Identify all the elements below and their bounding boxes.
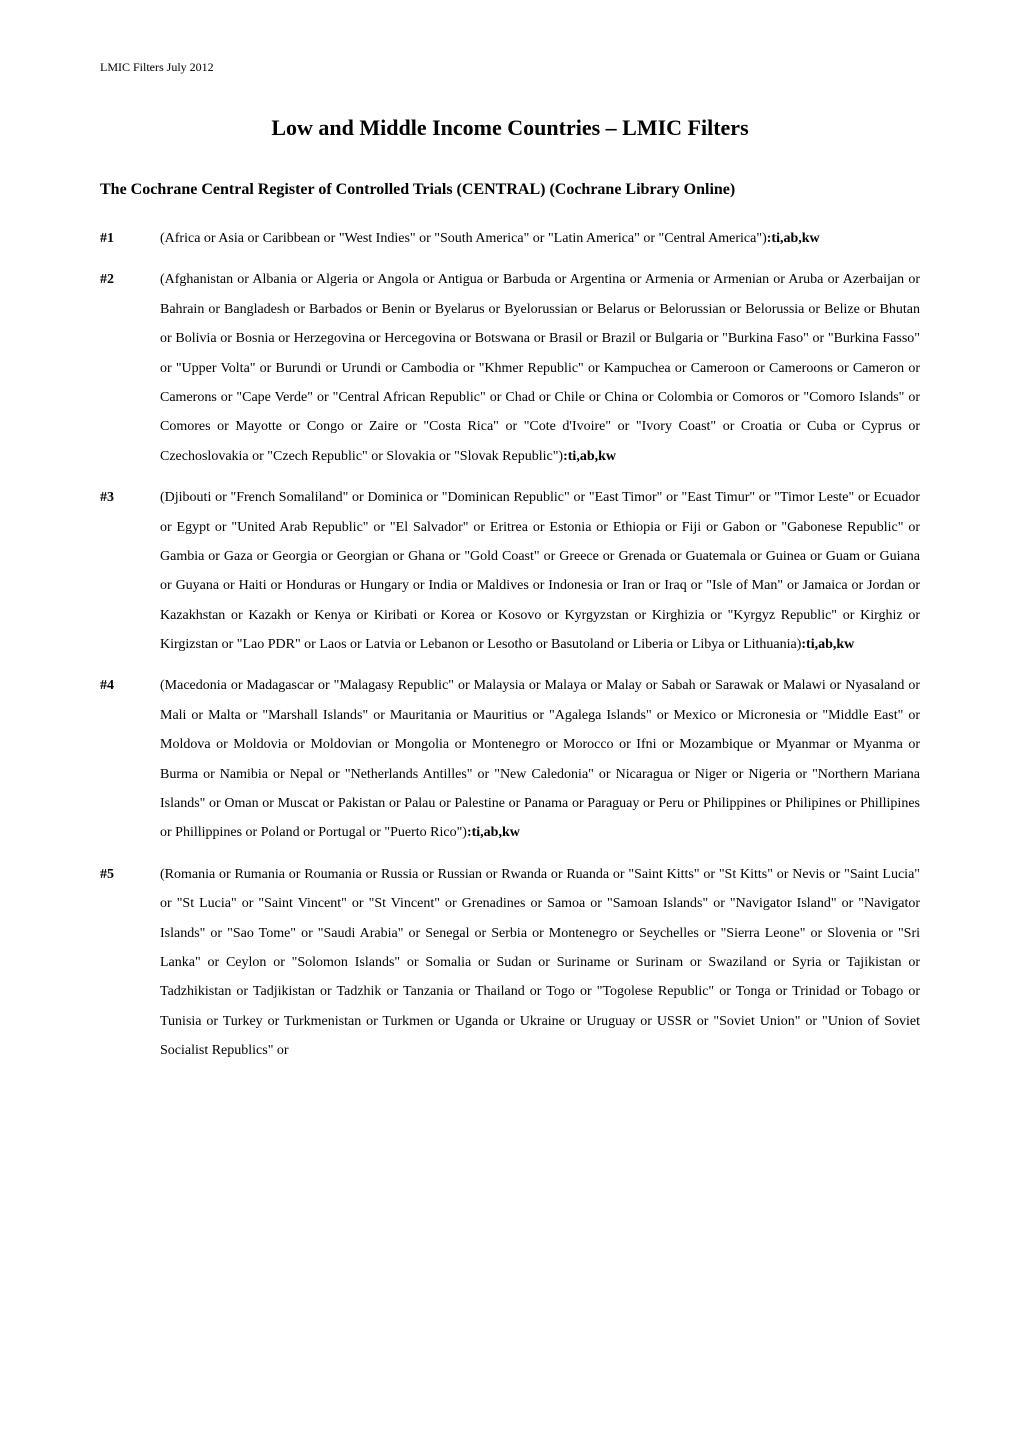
entry-number: #1 xyxy=(100,224,160,253)
entry-suffix: :ti,ab,kw xyxy=(563,449,616,464)
entry-number: #4 xyxy=(100,671,160,847)
page-header: LMIC Filters July 2012 xyxy=(100,60,920,75)
entry-content: (Macedonia or Madagascar or "Malagasy Re… xyxy=(160,671,920,847)
entry-content: (Romania or Rumania or Roumania or Russi… xyxy=(160,860,920,1066)
search-entry: #3(Djibouti or "French Somaliland" or Do… xyxy=(100,483,920,659)
entry-content: (Africa or Asia or Caribbean or "West In… xyxy=(160,224,920,253)
search-entry: #5(Romania or Rumania or Roumania or Rus… xyxy=(100,860,920,1066)
entry-number: #3 xyxy=(100,483,160,659)
search-entry: #2(Afghanistan or Albania or Algeria or … xyxy=(100,265,920,471)
entry-content: (Afghanistan or Albania or Algeria or An… xyxy=(160,265,920,471)
search-entry: #4(Macedonia or Madagascar or "Malagasy … xyxy=(100,671,920,847)
entry-number: #2 xyxy=(100,265,160,471)
entry-suffix: :ti,ab,kw xyxy=(467,825,520,840)
search-entry: #1(Africa or Asia or Caribbean or "West … xyxy=(100,224,920,253)
entry-suffix: :ti,ab,kw xyxy=(767,231,820,246)
entry-suffix: :ti,ab,kw xyxy=(801,637,854,652)
entries-container: #1(Africa or Asia or Caribbean or "West … xyxy=(100,224,920,1066)
entry-number: #5 xyxy=(100,860,160,1066)
document-title: Low and Middle Income Countries – LMIC F… xyxy=(100,115,920,141)
document-subtitle: The Cochrane Central Register of Control… xyxy=(100,181,920,199)
entry-content: (Djibouti or "French Somaliland" or Domi… xyxy=(160,483,920,659)
